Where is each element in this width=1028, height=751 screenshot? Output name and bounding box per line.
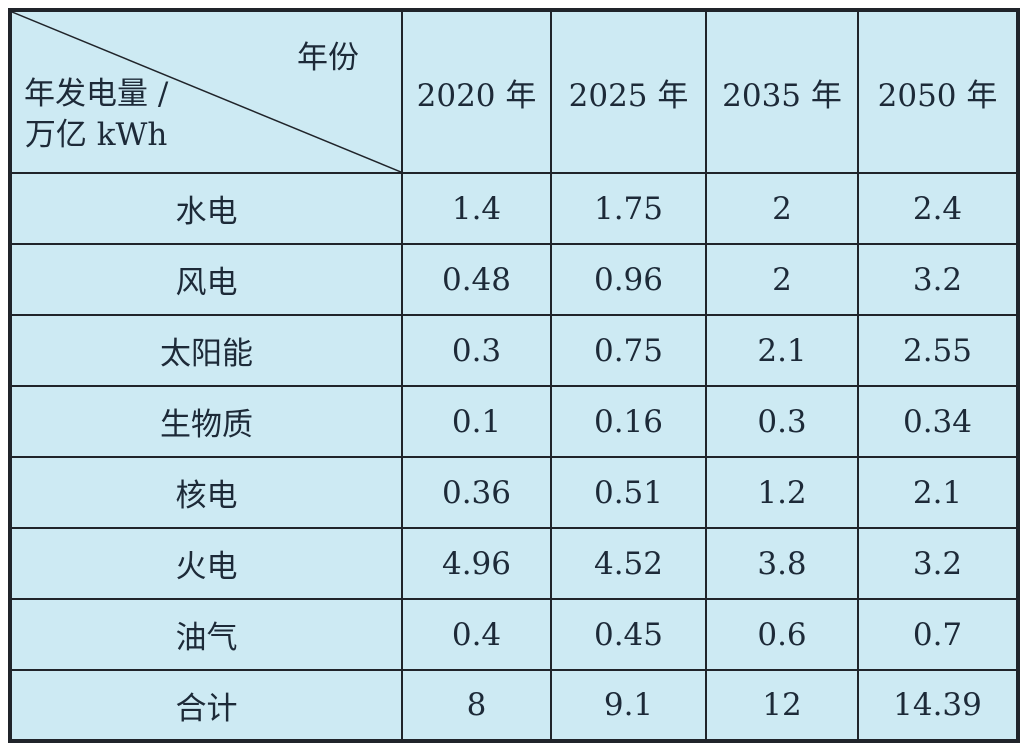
row-label: 太阳能	[9, 314, 403, 387]
cell-value: 0.16	[550, 385, 707, 458]
corner-label-generation: 年发电量 / 万亿 kWh	[24, 74, 168, 156]
cell-value: 0.7	[857, 598, 1019, 671]
cell-value: 8	[401, 669, 552, 742]
cell-value: 2.1	[705, 314, 859, 387]
cell-value: 0.6	[705, 598, 859, 671]
cell-value: 0.3	[705, 385, 859, 458]
cell-value: 1.4	[401, 172, 552, 245]
column-header-2035: 2035 年	[705, 9, 859, 174]
corner-label-year: 年份	[297, 40, 359, 76]
table-row-total: 合计 8 9.1 12 14.39	[9, 669, 1019, 742]
table-row-biomass: 生物质 0.1 0.16 0.3 0.34	[9, 385, 1019, 458]
row-label: 水电	[9, 172, 403, 245]
row-label: 风电	[9, 243, 403, 316]
cell-value: 0.34	[857, 385, 1019, 458]
generation-table: 年份 年发电量 / 万亿 kWh 2020 年 2025 年 2035 年 20…	[8, 8, 1020, 743]
row-label: 生物质	[9, 385, 403, 458]
cell-value: 4.96	[401, 527, 552, 600]
cell-value: 4.52	[550, 527, 707, 600]
cell-value: 2	[705, 243, 859, 316]
cell-value: 0.1	[401, 385, 552, 458]
generation-table-wrap: 年份 年发电量 / 万亿 kWh 2020 年 2025 年 2035 年 20…	[8, 8, 1020, 743]
row-label: 火电	[9, 527, 403, 600]
cell-value: 0.45	[550, 598, 707, 671]
cell-value: 0.96	[550, 243, 707, 316]
cell-value: 3.2	[857, 243, 1019, 316]
cell-value: 0.36	[401, 456, 552, 529]
table-row-nuclear: 核电 0.36 0.51 1.2 2.1	[9, 456, 1019, 529]
column-header-2020: 2020 年	[401, 9, 552, 174]
cell-value: 1.75	[550, 172, 707, 245]
cell-value: 2	[705, 172, 859, 245]
table-row-thermal: 火电 4.96 4.52 3.8 3.2	[9, 527, 1019, 600]
cell-value: 0.75	[550, 314, 707, 387]
corner-label-generation-line1: 年发电量 /	[24, 76, 169, 112]
cell-value: 0.4	[401, 598, 552, 671]
table-row-solar: 太阳能 0.3 0.75 2.1 2.55	[9, 314, 1019, 387]
cell-value: 2.1	[857, 456, 1019, 529]
row-label: 核电	[9, 456, 403, 529]
table-row-wind: 风电 0.48 0.96 2 3.2	[9, 243, 1019, 316]
column-header-2050: 2050 年	[857, 9, 1019, 174]
cell-value: 3.8	[705, 527, 859, 600]
cell-value: 2.4	[857, 172, 1019, 245]
cell-value: 2.55	[857, 314, 1019, 387]
cell-value: 0.51	[550, 456, 707, 529]
cell-value: 1.2	[705, 456, 859, 529]
cell-value: 12	[705, 669, 859, 742]
corner-header-cell: 年份 年发电量 / 万亿 kWh	[9, 9, 403, 174]
cell-value: 0.48	[401, 243, 552, 316]
corner-label-generation-line2: 万亿 kWh	[24, 116, 168, 153]
table-row-hydro: 水电 1.4 1.75 2 2.4	[9, 172, 1019, 245]
cell-value: 9.1	[550, 669, 707, 742]
cell-value: 14.39	[857, 669, 1019, 742]
row-label: 合计	[9, 669, 403, 742]
header-row: 年份 年发电量 / 万亿 kWh 2020 年 2025 年 2035 年 20…	[9, 9, 1019, 174]
cell-value: 0.3	[401, 314, 552, 387]
column-header-2025: 2025 年	[550, 9, 707, 174]
cell-value: 3.2	[857, 527, 1019, 600]
diagonal-line	[12, 12, 401, 172]
table-row-oilgas: 油气 0.4 0.45 0.6 0.7	[9, 598, 1019, 671]
row-label: 油气	[9, 598, 403, 671]
